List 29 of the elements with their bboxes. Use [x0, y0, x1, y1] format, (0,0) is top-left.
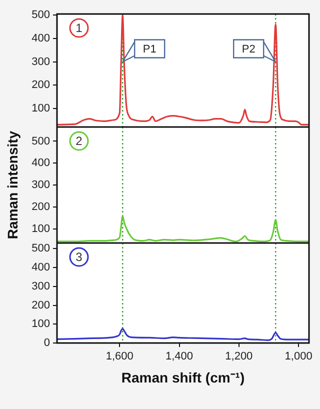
annotation: P2: [242, 43, 256, 56]
x-tick-label: 1,600: [106, 350, 134, 363]
y-tick-label: 500: [32, 9, 50, 22]
y-tick-label: 0: [44, 337, 50, 350]
y-tick-label: 100: [32, 102, 50, 114]
y-tick-label: 100: [32, 318, 50, 330]
x-tick-label: 1,200: [225, 350, 253, 363]
y-tick-label: 200: [32, 299, 50, 312]
x-tick-label: 1,000: [284, 350, 312, 363]
x-axis-title: Raman shift (cm⁻¹): [121, 369, 245, 386]
y-tick-label: 200: [32, 200, 50, 213]
y-tick-label: 400: [32, 32, 50, 44]
y-tick-label: 400: [32, 262, 50, 274]
x-tick-label: 1,400: [166, 350, 194, 363]
annotation: 2: [76, 134, 83, 148]
y-tick-label: 300: [32, 179, 50, 192]
y-tick-label: 100: [32, 222, 50, 235]
y-axis-title: Raman intensity: [4, 130, 20, 240]
y-tick-label: 500: [32, 135, 50, 148]
line-series: [57, 328, 309, 341]
annotation: 3: [76, 250, 83, 264]
y-tick-label: 300: [32, 280, 50, 292]
y-tick-label: 400: [32, 157, 50, 170]
line-series: [57, 215, 309, 242]
y-tick-label: 500: [32, 242, 50, 255]
y-tick-label: 200: [32, 79, 50, 92]
y-tick-label: 300: [32, 56, 50, 68]
annotation: P1: [142, 43, 156, 56]
annotation: 1: [76, 20, 83, 35]
